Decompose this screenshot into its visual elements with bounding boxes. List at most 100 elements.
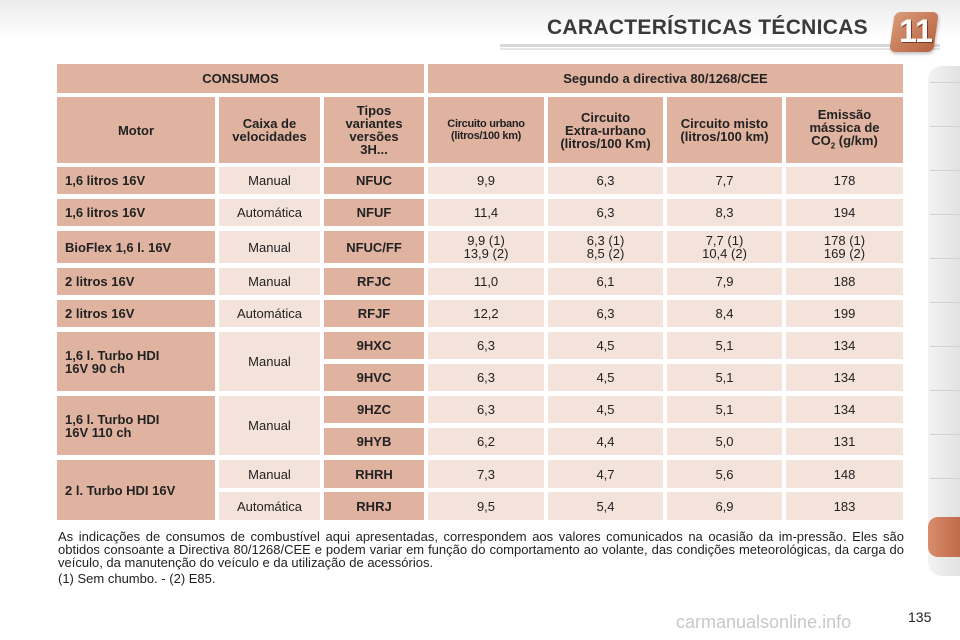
col-header-misto: Circuito misto (litros/100 km): [667, 97, 782, 163]
cell-urbano: 6,3: [428, 364, 544, 391]
cell-motor: 1,6 litros 16V: [57, 167, 215, 194]
cell-misto: 7,7: [667, 167, 782, 194]
cell-extra: 6,3 (1) 8,5 (2): [548, 231, 663, 263]
col-header-tipos: Tipos variantes versões 3H...: [324, 97, 424, 163]
cell-misto: 7,7 (1) 10,4 (2): [667, 231, 782, 263]
side-tab-divider: [930, 214, 960, 215]
cell-co2: 134: [786, 396, 903, 423]
cell-caixa: Automática: [219, 300, 320, 327]
header-stripe: [500, 48, 940, 50]
cell-caixa: Manual: [219, 460, 320, 488]
cell-motor: 1,6 litros 16V: [57, 199, 215, 226]
watermark: carmanualsonline.info: [676, 612, 852, 632]
header-stripe: [500, 44, 940, 47]
cell-urbano: 12,2: [428, 300, 544, 327]
side-tab-divider: [930, 170, 960, 171]
chapter-side-tabs: [928, 66, 960, 576]
cell-tipo: 9HZC: [324, 396, 424, 423]
cell-urbano: 11,0: [428, 268, 544, 295]
cell-extra: 4,4: [548, 428, 663, 455]
cell-co2: 178: [786, 167, 903, 194]
cell-motor: 1,6 l. Turbo HDI 16V 90 ch: [57, 332, 215, 391]
cell-caixa: Automática: [219, 492, 320, 520]
cell-motor: 2 l. Turbo HDI 16V: [57, 460, 215, 520]
col-header-caixa: Caixa de velocidades: [219, 97, 320, 163]
cell-co2: 183: [786, 492, 903, 520]
cell-caixa: Manual: [219, 396, 320, 455]
cell-tipo: 9HVC: [324, 364, 424, 391]
cell-motor: 2 litros 16V: [57, 268, 215, 295]
cell-tipo: RFJF: [324, 300, 424, 327]
cell-caixa: Manual: [219, 268, 320, 295]
cell-urbano: 7,3: [428, 460, 544, 488]
cell-extra: 4,7: [548, 460, 663, 488]
page-number: 135: [908, 609, 932, 625]
side-tab-divider: [930, 126, 960, 127]
cell-extra: 6,1: [548, 268, 663, 295]
group-header-consumos: CONSUMOS: [57, 64, 424, 93]
col-header-extra: Circuito Extra-urbano (litros/100 Km): [548, 97, 663, 163]
consumption-notes: As indicações de consumos de combustível…: [58, 529, 904, 570]
cell-misto: 5,0: [667, 428, 782, 455]
side-tab-divider: [930, 346, 960, 347]
cell-tipo: RHRJ: [324, 492, 424, 520]
cell-tipo: 9HYB: [324, 428, 424, 455]
cell-urbano: 6,3: [428, 332, 544, 359]
cell-caixa: Manual: [219, 167, 320, 194]
side-tab-divider: [930, 434, 960, 435]
cell-co2: 134: [786, 364, 903, 391]
cell-motor: BioFlex 1,6 l. 16V: [57, 231, 215, 263]
cell-urbano: 9,5: [428, 492, 544, 520]
col-header-urbano: Circuito urbano (litros/100 km): [428, 97, 544, 163]
cell-extra: 5,4: [548, 492, 663, 520]
cell-motor: 2 litros 16V: [57, 300, 215, 327]
cell-tipo: RFJC: [324, 268, 424, 295]
cell-tipo: RHRH: [324, 460, 424, 488]
footnote: (1) Sem chumbo. - (2) E85.: [58, 571, 216, 586]
cell-tipo: 9HXC: [324, 332, 424, 359]
cell-caixa: Manual: [219, 332, 320, 391]
page-title: CARACTERÍSTICAS TÉCNICAS: [546, 16, 868, 39]
cell-misto: 8,3: [667, 199, 782, 226]
cell-extra: 4,5: [548, 396, 663, 423]
cell-misto: 5,1: [667, 332, 782, 359]
cell-misto: 5,1: [667, 396, 782, 423]
cell-urbano: 9,9 (1) 13,9 (2): [428, 231, 544, 263]
side-tab-divider: [930, 390, 960, 391]
cell-co2: 131: [786, 428, 903, 455]
cell-caixa: Automática: [219, 199, 320, 226]
group-header-directive: Segundo a directiva 80/1268/CEE: [428, 64, 903, 93]
cell-extra: 6,3: [548, 167, 663, 194]
cell-extra: 4,5: [548, 332, 663, 359]
cell-urbano: 9,9: [428, 167, 544, 194]
col-header-motor: Motor: [57, 97, 215, 163]
side-tab-divider: [930, 258, 960, 259]
cell-extra: 4,5: [548, 364, 663, 391]
cell-tipo: NFUC: [324, 167, 424, 194]
cell-co2: 134: [786, 332, 903, 359]
cell-misto: 7,9: [667, 268, 782, 295]
side-tab-divider: [930, 302, 960, 303]
cell-co2: 178 (1) 169 (2): [786, 231, 903, 263]
cell-misto: 5,1: [667, 364, 782, 391]
cell-extra: 6,3: [548, 300, 663, 327]
side-tab-divider: [930, 82, 960, 83]
cell-tipo: NFUC/FF: [324, 231, 424, 263]
cell-motor: 1,6 l. Turbo HDI 16V 110 ch: [57, 396, 215, 455]
cell-co2: 194: [786, 199, 903, 226]
side-tab-divider: [930, 478, 960, 479]
cell-tipo: NFUF: [324, 199, 424, 226]
side-tab-active[interactable]: [928, 517, 960, 557]
cell-misto: 6,9: [667, 492, 782, 520]
cell-urbano: 11,4: [428, 199, 544, 226]
chapter-number: 11: [899, 13, 933, 49]
cell-co2: 188: [786, 268, 903, 295]
cell-co2: 148: [786, 460, 903, 488]
cell-misto: 8,4: [667, 300, 782, 327]
cell-co2: 199: [786, 300, 903, 327]
cell-urbano: 6,3: [428, 396, 544, 423]
cell-extra: 6,3: [548, 199, 663, 226]
cell-caixa: Manual: [219, 231, 320, 263]
cell-misto: 5,6: [667, 460, 782, 488]
cell-urbano: 6,2: [428, 428, 544, 455]
